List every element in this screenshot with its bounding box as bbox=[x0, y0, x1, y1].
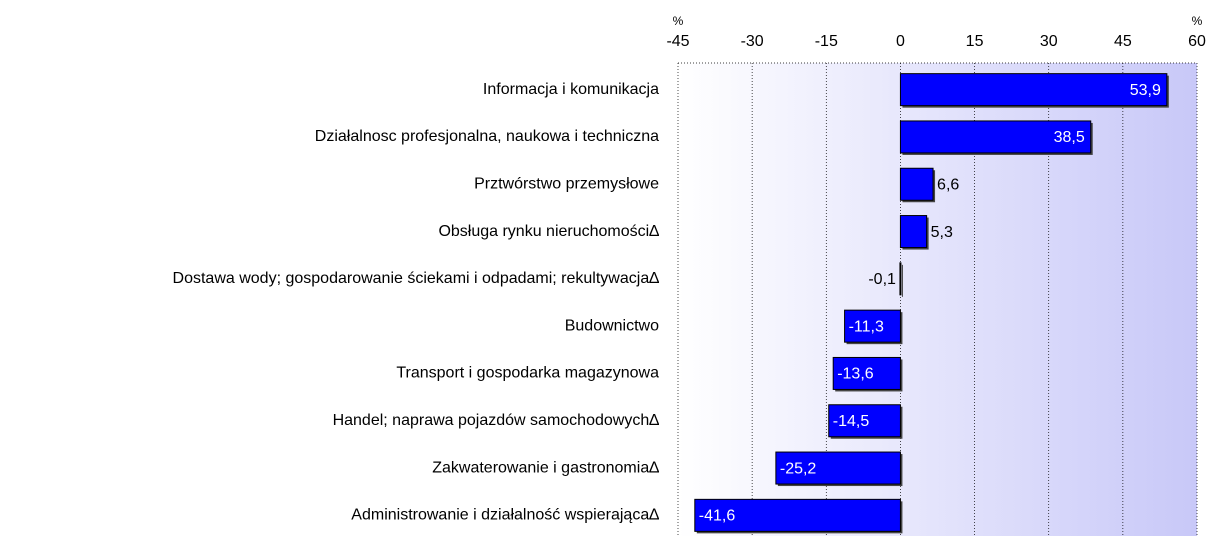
x-tick-label: 15 bbox=[966, 33, 984, 50]
y-tick-label: Administrowanie i działalność wspierając… bbox=[351, 507, 659, 524]
bar bbox=[844, 309, 901, 343]
y-tick-label: Handel; naprawa pojazdów samochodowych∆ bbox=[333, 412, 660, 429]
y-tick-label: Obsługa rynku nieruchomości∆ bbox=[438, 223, 659, 240]
unit-label: % bbox=[673, 14, 684, 28]
x-tick-label: 0 bbox=[896, 33, 905, 50]
bar bbox=[832, 356, 901, 390]
value-label: -14,5 bbox=[833, 413, 870, 430]
unit-label: % bbox=[1192, 14, 1203, 28]
x-tick-label: -15 bbox=[815, 33, 838, 50]
y-tick-label: Informacja i komunikacja bbox=[483, 81, 659, 98]
bar bbox=[899, 262, 902, 296]
bar bbox=[899, 215, 928, 249]
y-tick-label: Działalnosc profesjonalna, naukowa i tec… bbox=[315, 128, 659, 145]
bar bbox=[775, 451, 901, 485]
y-tick-label: Budownictwo bbox=[565, 317, 659, 334]
x-tick-label: 45 bbox=[1114, 33, 1132, 50]
bar-shadow bbox=[901, 264, 903, 297]
x-tick-label: -30 bbox=[741, 33, 764, 50]
bar bbox=[694, 498, 901, 532]
bar bbox=[899, 167, 934, 201]
value-label: 53,9 bbox=[1130, 82, 1161, 99]
value-label: 38,5 bbox=[1054, 129, 1085, 146]
y-tick-label: Transport i gospodarka magazynowa bbox=[396, 365, 659, 382]
value-label: -0,1 bbox=[868, 271, 896, 288]
bar bbox=[899, 73, 1168, 107]
value-label: 6,6 bbox=[937, 176, 959, 193]
value-label: -11,3 bbox=[849, 318, 884, 335]
value-label: 5,3 bbox=[931, 224, 953, 241]
bar bbox=[899, 120, 1092, 154]
y-tick-label: Prztwórstwo przemysłowe bbox=[474, 175, 659, 192]
x-tick-label: 60 bbox=[1188, 33, 1206, 50]
y-tick-label: Zakwaterowanie i gastronomia∆ bbox=[432, 459, 659, 476]
value-label: -25,2 bbox=[780, 460, 817, 477]
value-label: -13,6 bbox=[837, 366, 874, 383]
x-tick-label: -45 bbox=[666, 33, 689, 50]
value-label: -41,6 bbox=[699, 508, 736, 525]
bar bbox=[828, 404, 901, 438]
y-tick-label: Dostawa wody; gospodarowanie ściekami i … bbox=[173, 270, 660, 287]
x-tick-label: 30 bbox=[1040, 33, 1058, 50]
